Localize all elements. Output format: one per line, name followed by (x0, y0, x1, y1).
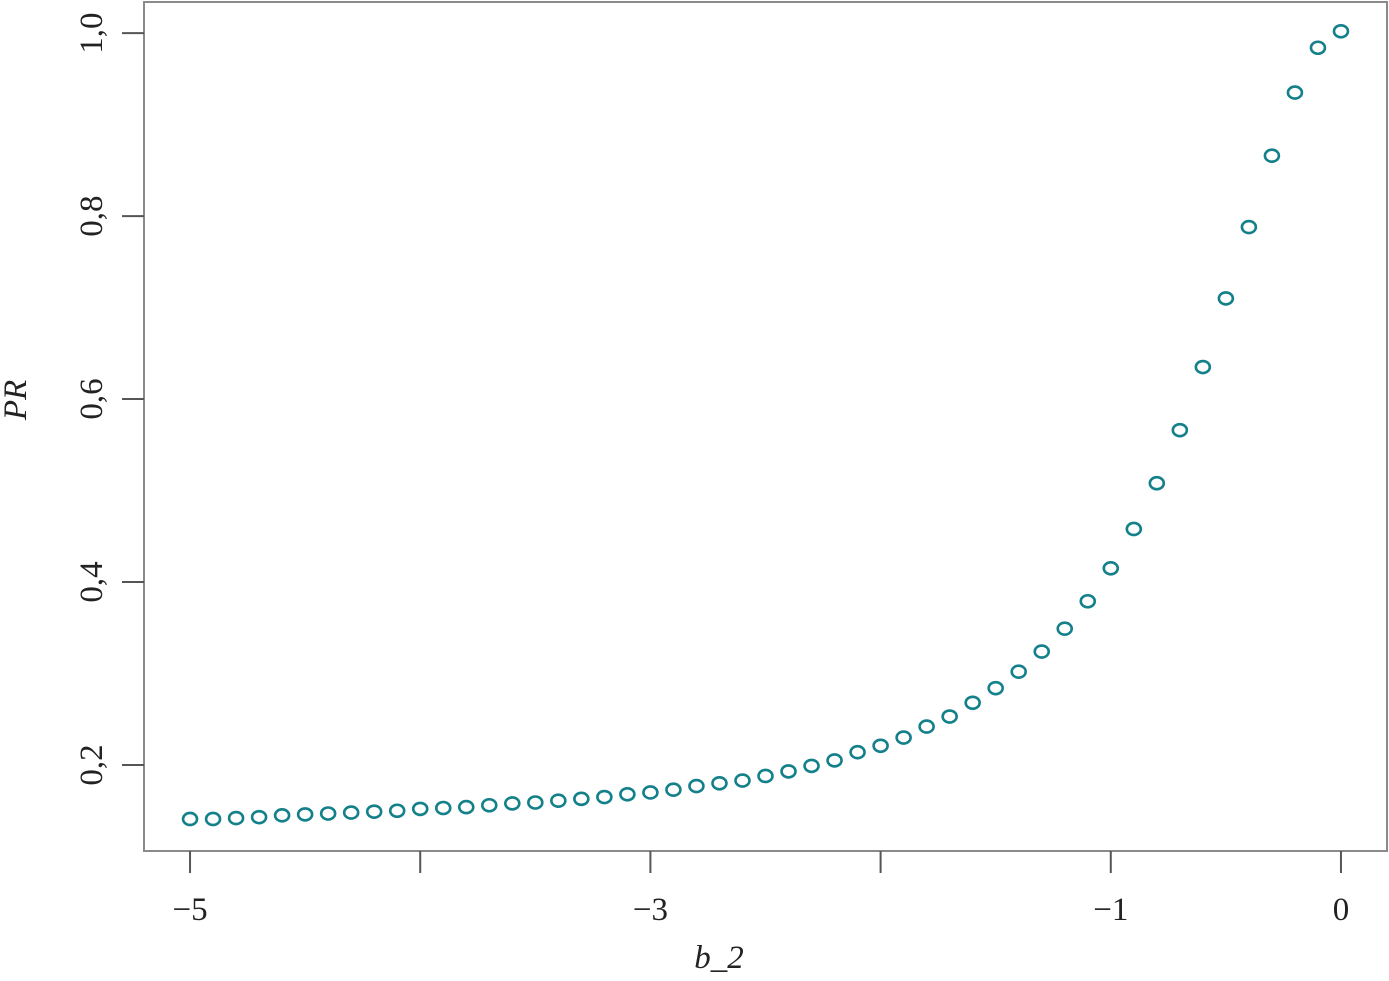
point (204, 811, 222, 827)
point (964, 695, 981, 711)
point (596, 789, 613, 805)
point (757, 768, 774, 784)
point (711, 775, 728, 791)
point (1079, 593, 1097, 609)
x-tick-label: −5 (172, 892, 207, 928)
x-tick-label: 0 (1333, 892, 1350, 928)
point (573, 791, 590, 807)
point (665, 782, 682, 798)
point (273, 808, 291, 823)
point (388, 803, 406, 819)
point (849, 744, 866, 760)
point (619, 786, 636, 802)
y-tick-label: 0,4 (74, 561, 110, 602)
point (527, 795, 544, 810)
point (1217, 291, 1235, 306)
plot-frame (143, 1, 1388, 852)
point (1286, 85, 1304, 100)
point (895, 730, 912, 745)
y-tick-label: 0,6 (74, 378, 110, 419)
point (780, 764, 797, 779)
point (296, 807, 314, 822)
point (1194, 359, 1212, 375)
point (803, 758, 820, 774)
point (480, 797, 498, 813)
y-tick-label: 0,2 (74, 744, 110, 785)
point (1056, 621, 1074, 636)
x-axis-label: b_2 (694, 940, 744, 976)
point (365, 804, 383, 819)
point (1171, 422, 1189, 438)
point (503, 796, 521, 811)
y-tick-label: 1,0 (74, 12, 110, 53)
point (1125, 521, 1143, 537)
point (872, 738, 889, 754)
point (250, 809, 268, 825)
point (1102, 561, 1120, 576)
point (434, 800, 452, 816)
point (1263, 148, 1281, 163)
y-axis-label: PR (0, 380, 34, 421)
point (227, 810, 245, 826)
x-tick-label: −1 (1093, 892, 1128, 928)
point (642, 785, 659, 800)
point (941, 709, 958, 724)
point (1033, 644, 1051, 659)
point (734, 773, 751, 788)
point (411, 801, 429, 817)
y-tick-label: 0,8 (74, 195, 110, 236)
point (342, 805, 360, 820)
point (319, 806, 337, 821)
point (550, 793, 567, 808)
point (918, 719, 935, 734)
point (1309, 40, 1327, 56)
x-tick-label: −3 (633, 892, 668, 928)
point (181, 811, 199, 827)
point (987, 680, 1004, 696)
point (1332, 23, 1350, 39)
point (1148, 475, 1166, 491)
point (1240, 219, 1258, 235)
point (457, 799, 475, 815)
point (826, 753, 843, 768)
point (688, 778, 705, 794)
point (1010, 664, 1028, 679)
